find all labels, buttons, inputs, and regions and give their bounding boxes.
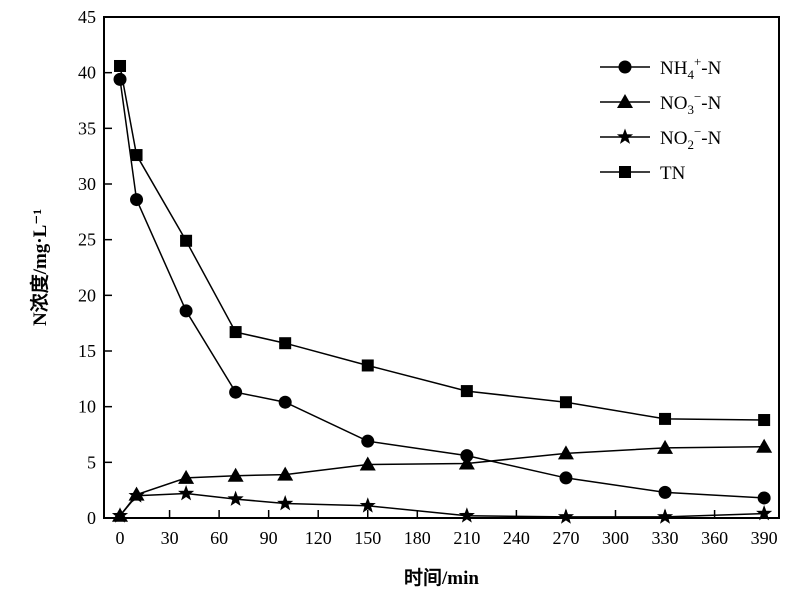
data-point-square [130, 149, 143, 162]
data-point-star [458, 507, 475, 523]
x-tick-label: 390 [751, 528, 778, 548]
data-point-circle [113, 72, 127, 86]
data-point-square [758, 414, 771, 427]
data-point-star [756, 505, 773, 521]
y-tick-label: 20 [78, 285, 96, 305]
x-tick-label: 0 [116, 528, 125, 548]
data-point-circle [130, 193, 144, 207]
y-tick-label: 5 [87, 452, 96, 472]
y-tick-label: 15 [78, 341, 96, 361]
data-point-star [657, 508, 674, 524]
data-point-triangle [458, 455, 475, 470]
x-axis-label: 时间/min [404, 567, 479, 589]
data-point-circle [361, 434, 375, 448]
x-tick-label: 90 [260, 528, 278, 548]
x-tick-label: 270 [552, 528, 579, 548]
data-point-star [128, 487, 145, 503]
data-point-square [180, 234, 193, 247]
data-point-circle [559, 471, 573, 485]
data-point-circle [757, 491, 771, 505]
data-point-triangle [756, 438, 773, 453]
data-point-triangle [178, 469, 195, 484]
data-point-triangle [359, 456, 376, 471]
plot-frame [103, 16, 780, 519]
data-point-star [359, 497, 376, 513]
x-tick-label: 210 [453, 528, 480, 548]
data-point-star [227, 490, 244, 506]
legend-marker-star [616, 128, 634, 144]
x-tick-label: 30 [161, 528, 179, 548]
x-tick-label: 330 [652, 528, 679, 548]
series-star [119, 492, 765, 518]
x-tick-label: 180 [404, 528, 431, 548]
data-point-star [277, 495, 294, 511]
data-point-star [557, 508, 574, 524]
y-tick-label: 35 [78, 118, 96, 138]
series-line [119, 445, 765, 517]
data-point-circle [179, 304, 193, 318]
y-tick-label: 40 [78, 63, 96, 83]
data-point-triangle [227, 467, 244, 482]
legend-marker-triangle [617, 94, 633, 108]
x-tick-label: 120 [305, 528, 332, 548]
x-tick-label: 60 [210, 528, 228, 548]
y-tick-label: 0 [87, 508, 96, 528]
data-point-square [361, 359, 374, 372]
data-point-square [460, 385, 473, 398]
data-point-triangle [557, 445, 574, 460]
y-axis-label: N浓度/mg·L⁻¹ [28, 209, 51, 326]
data-point-star [178, 485, 195, 501]
data-point-square [114, 59, 127, 72]
series-line [119, 492, 765, 518]
y-tick-label: 10 [78, 397, 96, 417]
data-point-square [659, 412, 672, 425]
data-point-square [279, 337, 292, 350]
x-tick-label: 360 [701, 528, 728, 548]
y-tick-label: 25 [78, 230, 96, 250]
data-point-square [229, 326, 242, 339]
series-line [119, 65, 765, 421]
legend-marker-circle [618, 60, 632, 74]
data-point-square [559, 396, 572, 409]
series-line [119, 79, 765, 499]
y-tick-label: 30 [78, 174, 96, 194]
legend-marker-square [619, 166, 631, 178]
x-tick-label: 150 [354, 528, 381, 548]
data-point-triangle [657, 439, 674, 454]
x-tick-label: 300 [602, 528, 629, 548]
data-point-star [111, 507, 129, 523]
legend-label: TN [660, 163, 686, 184]
data-point-triangle [277, 466, 294, 481]
legend-label: NO2−-N [660, 124, 722, 152]
x-tick-label: 240 [503, 528, 530, 548]
series-square [119, 65, 765, 421]
data-point-circle [278, 395, 292, 409]
data-point-circle [658, 485, 672, 499]
legend-label: NO3−-N [660, 89, 722, 117]
y-tick-label: 45 [78, 7, 96, 27]
data-point-circle [229, 385, 243, 399]
series-triangle [119, 445, 765, 517]
legend-label: NH4+-N [660, 54, 722, 82]
series-circle [119, 79, 765, 499]
